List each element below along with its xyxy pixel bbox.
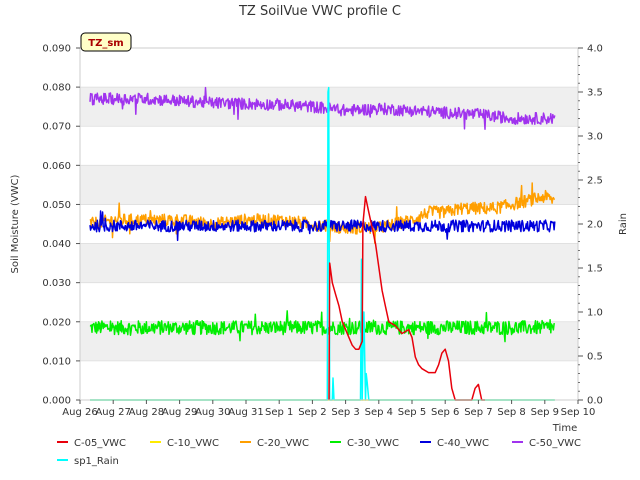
- y-tick-label: 0.060: [42, 161, 71, 172]
- x-tick-label: Sep 8: [497, 407, 525, 418]
- x-tick-label: Sep 2: [298, 407, 326, 418]
- station-badge: TZ_sm: [80, 32, 132, 52]
- x-axis-label: Time: [552, 423, 577, 434]
- series-line-c-40-vwc: [89, 210, 556, 242]
- y2-tick-label: 1.0: [587, 308, 603, 319]
- legend-label: C-20_VWC: [257, 438, 309, 449]
- x-tick-label: Sep 6: [431, 407, 459, 418]
- y-tick-label: 0.000: [42, 396, 71, 407]
- y-tick-label: 0.080: [42, 83, 71, 94]
- x-tick-label: Sep 4: [365, 407, 393, 418]
- y-tick-label: 0.010: [42, 356, 71, 367]
- y2-tick-label: 2.5: [587, 176, 603, 187]
- x-tick-label: Aug 31: [228, 407, 263, 418]
- y-tick-label: 0.090: [42, 44, 71, 55]
- x-tick-label: Aug 27: [95, 407, 130, 418]
- x-tick-label: Aug 29: [162, 407, 197, 418]
- series-line-c-30-vwc: [89, 310, 555, 343]
- legend-label: C-50_VWC: [529, 438, 581, 449]
- legend-label: C-05_VWC: [74, 438, 126, 449]
- left-axis: 0.000 0.010 0.020 0.030 0.040 0.050 0.060 0.070…: [42, 44, 80, 407]
- y2-tick-label: 1.5: [587, 264, 603, 275]
- x-tick-label: Sep 3: [331, 407, 359, 418]
- legend: C-05_VWC C-10_VWC C-20_VWC C-30_VWC C-40_VWC…: [57, 438, 581, 467]
- chart-title: TZ SoilVue VWC profile C: [238, 4, 401, 19]
- y2-tick-label: 3.5: [587, 88, 603, 99]
- badge-label: TZ_sm: [88, 38, 123, 49]
- y2-tick-label: 3.0: [587, 132, 603, 143]
- y2-axis-label: Rain: [618, 213, 629, 235]
- x-tick-label: Sep 1: [265, 407, 293, 418]
- y-tick-label: 0.040: [42, 239, 71, 250]
- y-tick-label: 0.030: [42, 278, 71, 289]
- legend-label: C-30_VWC: [347, 438, 399, 449]
- series-line-c-50-vwc: [89, 86, 556, 130]
- y-axis-label: Soil Moisture (VWC): [10, 174, 21, 273]
- x-tick-label: Aug 26: [62, 407, 97, 418]
- y-tick-label: 0.070: [42, 122, 71, 133]
- y-tick-label: 0.020: [42, 317, 71, 328]
- x-tick-label: Sep 5: [398, 407, 426, 418]
- y-tick-label: 0.050: [42, 200, 71, 211]
- legend-label: C-40_VWC: [437, 438, 489, 449]
- right-axis: 0.0 0.5 1.0 1.5 2.0 2.5 3.0 3.5 4.0: [578, 44, 603, 407]
- x-tick-label: Sep 10: [561, 407, 596, 418]
- x-tick-label: Sep 7: [464, 407, 492, 418]
- legend-label: C-10_VWC: [167, 438, 219, 449]
- badge-box: [80, 32, 132, 52]
- y2-tick-label: 0.0: [587, 396, 603, 407]
- y2-tick-label: 2.0: [587, 220, 603, 231]
- y2-tick-label: 0.5: [587, 352, 603, 363]
- x-tick-label: Sep 9: [531, 407, 559, 418]
- x-tick-label: Aug 28: [129, 407, 164, 418]
- y2-tick-label: 4.0: [587, 44, 603, 55]
- x-tick-label: Aug 30: [195, 407, 230, 418]
- legend-label: sp1_Rain: [74, 456, 119, 467]
